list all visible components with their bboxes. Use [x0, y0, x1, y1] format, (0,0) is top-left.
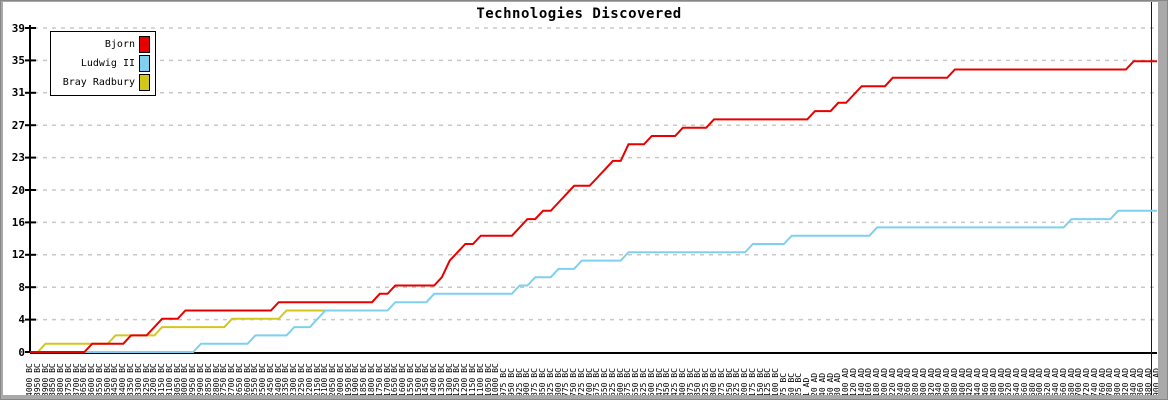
- window-frame-bottom: [0, 395, 1168, 400]
- series-line-bray-radbury: [30, 309, 326, 353]
- y-tick-label: 4: [18, 313, 25, 327]
- series-line-bjorn: [30, 60, 1157, 353]
- legend-label-bjorn: Bjorn: [104, 39, 135, 50]
- window-frame-right: [1158, 0, 1168, 400]
- y-tick-label: 8: [18, 280, 25, 294]
- y-tick-label: 31: [11, 86, 25, 100]
- legend-label-bray-radbury: Bray Radbury: [62, 77, 135, 88]
- y-tick-label: 16: [11, 215, 25, 229]
- y-tick-label: 12: [11, 248, 25, 262]
- y-tick-label: 20: [11, 183, 25, 197]
- y-tick-label: 23: [11, 151, 25, 165]
- legend-swatch-blue: [139, 55, 150, 72]
- y-tick-label: 39: [11, 21, 25, 35]
- legend: Bjorn Ludwig II Bray Radbury: [50, 31, 156, 96]
- series-line-ludwig-ii: [30, 209, 1157, 353]
- y-tick-label: 0: [18, 345, 25, 359]
- window-frame-top: [0, 0, 1168, 2]
- y-tick-label: 27: [11, 118, 25, 132]
- legend-swatch-yellow: [139, 74, 150, 91]
- y-tick-label: 35: [11, 53, 25, 67]
- legend-swatch-red: [139, 36, 150, 53]
- legend-label-ludwig-ii: Ludwig II: [80, 58, 135, 69]
- chart-title: Technologies Discovered: [476, 6, 682, 22]
- legend-row: Bjorn: [54, 35, 150, 54]
- window-frame-left: [0, 0, 3, 400]
- legend-row: Bray Radbury: [54, 73, 150, 92]
- legend-row: Ludwig II: [54, 54, 150, 73]
